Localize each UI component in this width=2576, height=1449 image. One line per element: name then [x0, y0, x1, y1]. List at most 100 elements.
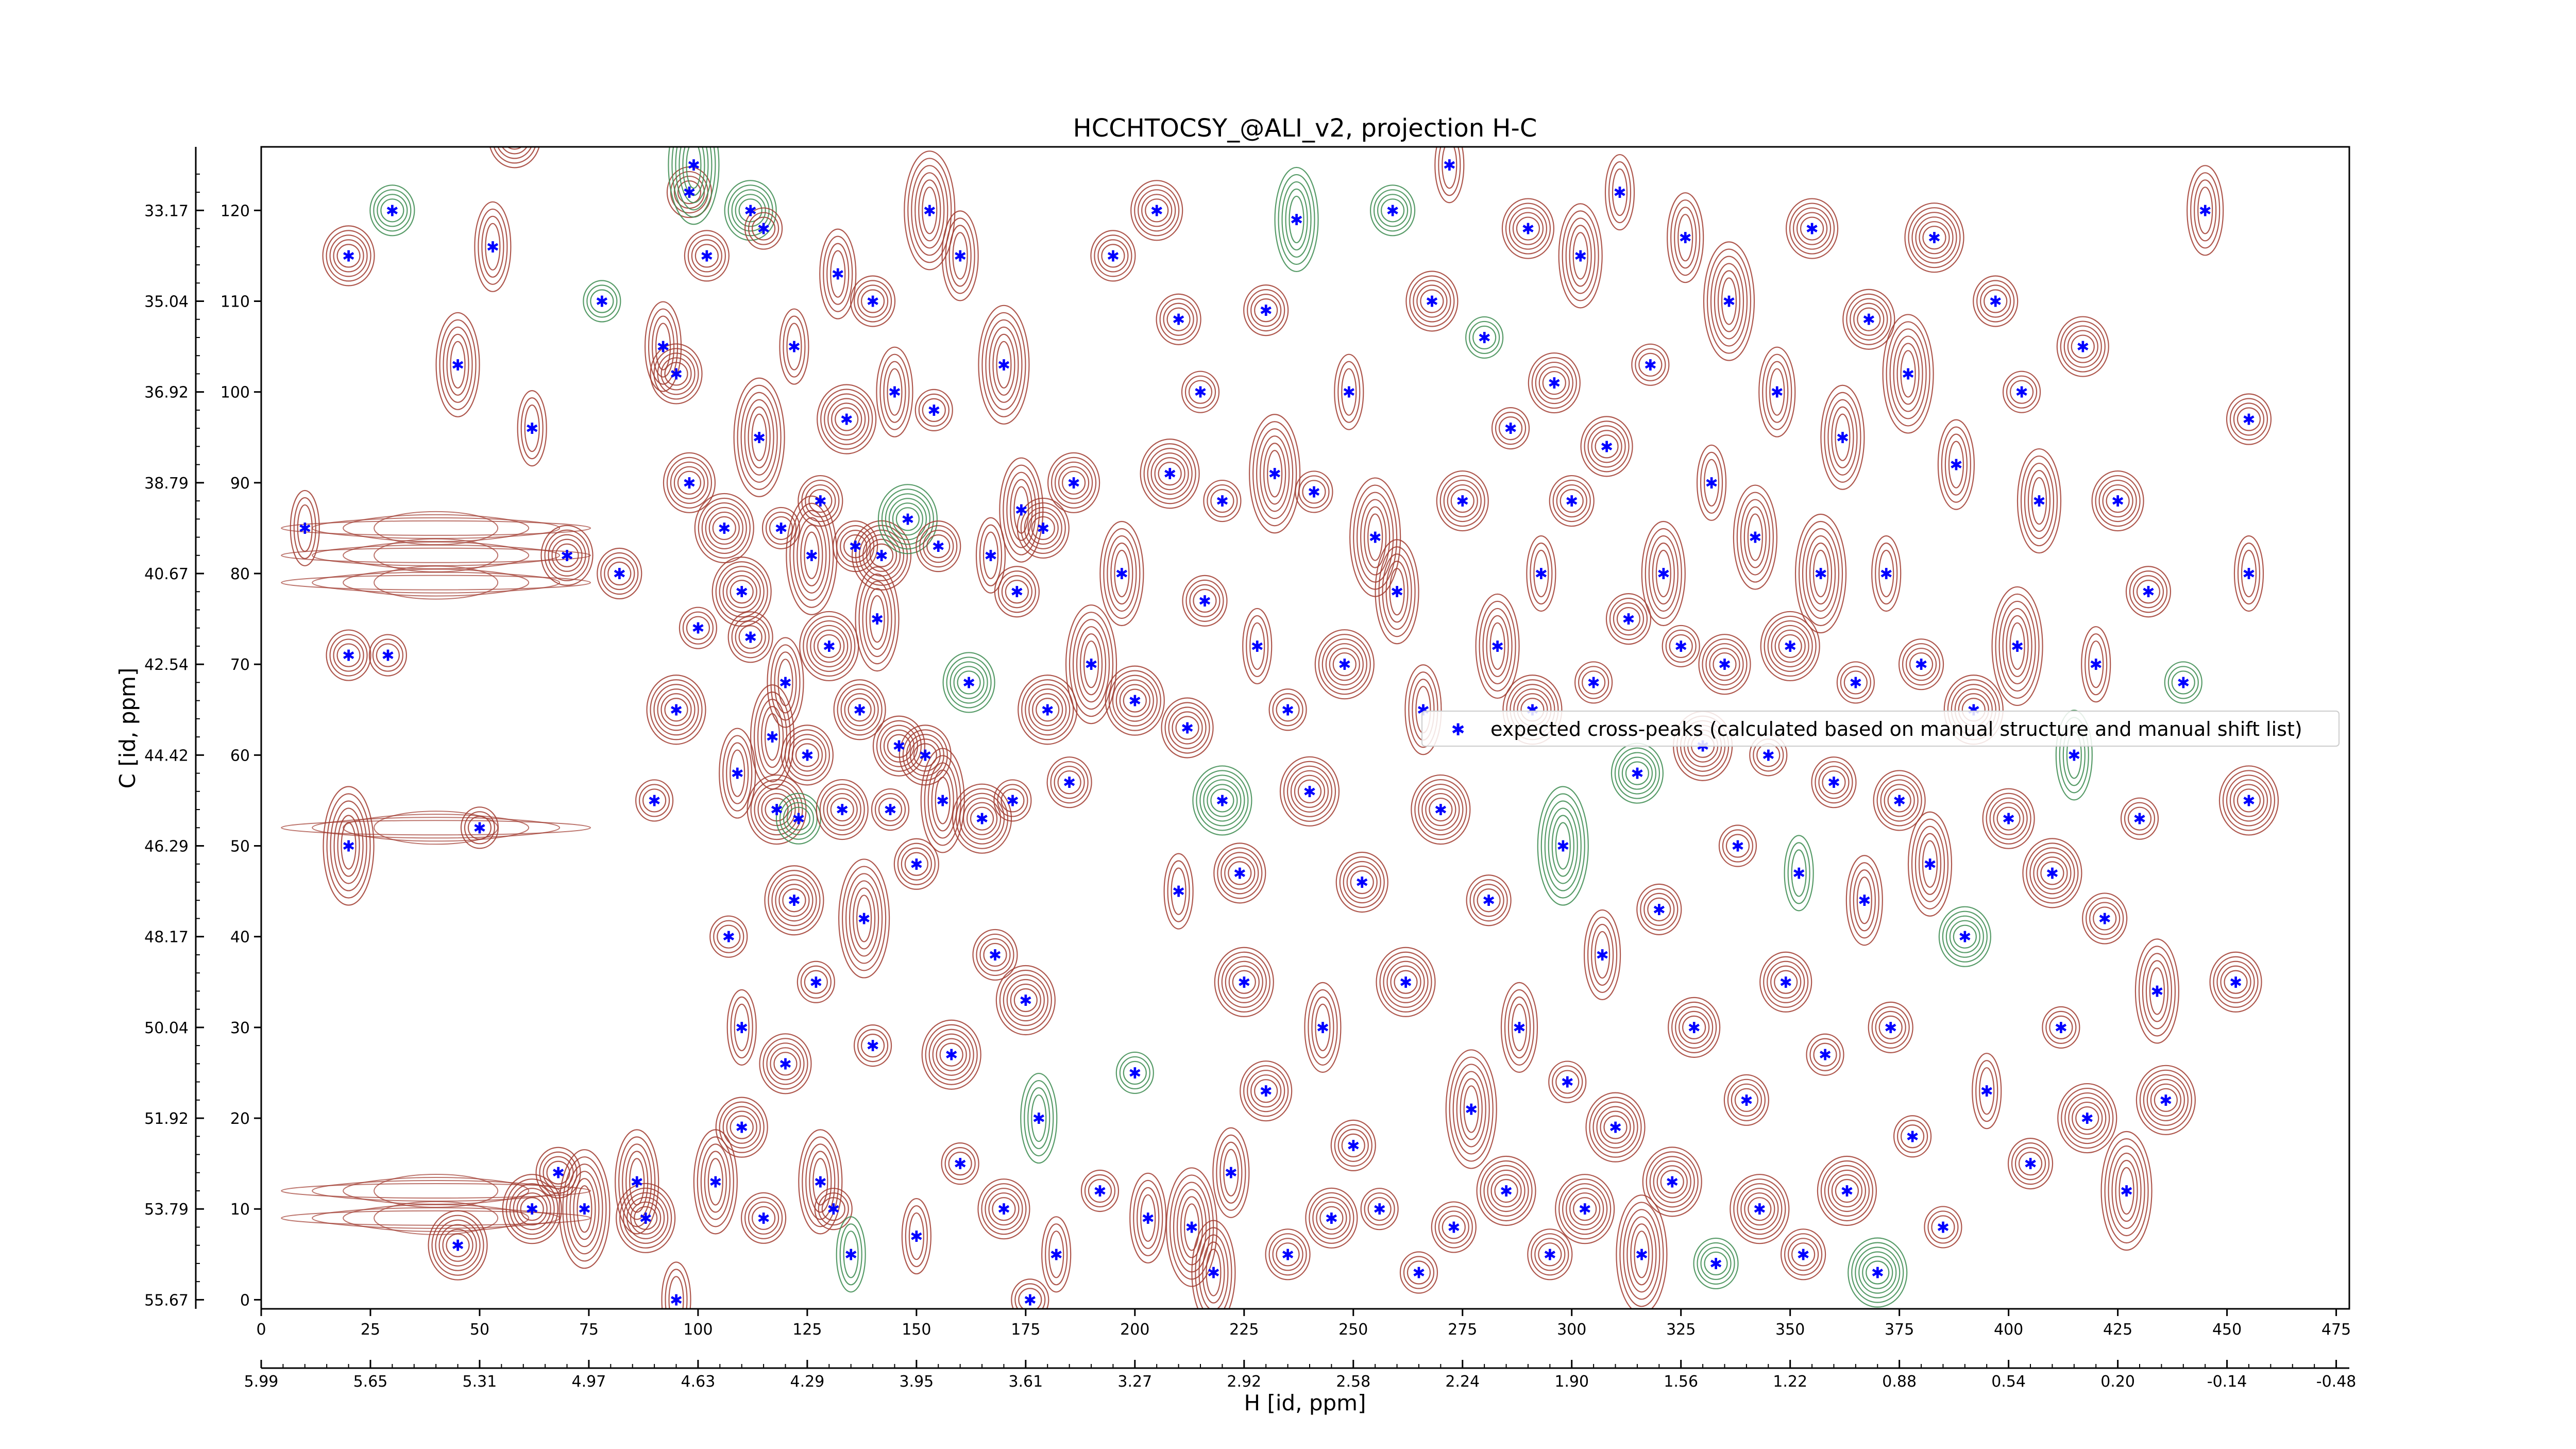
contour-line	[1377, 194, 1409, 227]
contour-line	[626, 1197, 665, 1239]
legend-box	[1421, 711, 2340, 747]
contour-line	[312, 817, 561, 839]
contour-line	[730, 1115, 754, 1139]
contour-line	[1501, 198, 1555, 259]
contour-line	[726, 989, 757, 1066]
contour-line	[1482, 608, 1513, 685]
contour-line	[333, 239, 364, 273]
contour-line	[1242, 608, 1273, 685]
contour-line	[1569, 225, 1592, 287]
contour-line	[2197, 187, 2213, 234]
cross-peak-marker: ✱	[735, 1119, 748, 1137]
contour-line	[1212, 1127, 1250, 1218]
contour-line	[727, 611, 773, 663]
cross-peak-marker: ✱	[1923, 856, 1936, 874]
y-tick-label: 90	[230, 475, 250, 493]
y-tick-label: 60	[230, 747, 250, 765]
contour-line	[1670, 199, 1701, 276]
contour-line	[1147, 448, 1193, 500]
contour-line	[1850, 298, 1888, 341]
contour-line	[1675, 1006, 1714, 1049]
contour-line	[2120, 797, 2159, 840]
contour-line	[1143, 443, 1196, 504]
contour-line	[1851, 1242, 1904, 1303]
contour-line	[924, 755, 961, 846]
cross-peak-marker: ✱	[1500, 1183, 1513, 1201]
contour-line	[1674, 207, 1697, 269]
contour-line	[1944, 433, 1968, 496]
contour-line	[1717, 270, 1741, 332]
cross-peak-marker: ✱	[1216, 792, 1229, 810]
contour-line	[1843, 670, 1868, 695]
contour-line	[1188, 380, 1213, 404]
contour-line	[1922, 226, 1946, 250]
contour-line	[281, 575, 591, 591]
contour-line	[1283, 761, 1336, 822]
x-tick-label: 75	[579, 1321, 599, 1339]
contour-line	[2136, 580, 2161, 604]
contour-line	[615, 1129, 659, 1235]
contour-line	[872, 715, 926, 777]
contour-line	[918, 179, 941, 242]
contour-line	[860, 1034, 885, 1058]
contour-line	[1986, 793, 2031, 845]
contour-line	[713, 920, 744, 953]
contour-line	[2124, 802, 2156, 835]
contour-line	[2072, 1101, 2103, 1135]
contour-line	[1500, 982, 1538, 1073]
contour-line	[750, 779, 803, 840]
contour-line	[2190, 172, 2221, 249]
contour-line	[2060, 321, 2106, 373]
cross-peak-marker: ✱	[997, 357, 1010, 375]
cross-peak-marker: ✱	[792, 811, 805, 829]
contour-line	[2055, 710, 2093, 801]
contour-line	[1530, 542, 1553, 605]
contour-line	[326, 629, 371, 681]
contour-line	[694, 244, 719, 268]
contour-line	[914, 172, 945, 249]
contour-line	[1884, 784, 1915, 817]
contour-line	[1573, 1197, 1597, 1221]
contour-line	[1315, 1003, 1331, 1051]
contour-line	[1243, 284, 1289, 336]
contour-line	[939, 1042, 963, 1067]
contour-line	[1766, 361, 1789, 423]
contour-line	[1700, 451, 1723, 514]
contour-line	[1140, 439, 1200, 509]
contour-line	[1480, 1160, 1533, 1222]
contour-line	[2146, 1079, 2185, 1121]
contour-line	[1360, 499, 1391, 576]
contour-line	[1429, 797, 1453, 822]
contour-line	[920, 748, 965, 853]
contour-line	[773, 1052, 798, 1076]
contour-line	[1533, 549, 1549, 598]
contour-line	[1582, 670, 1606, 695]
contour-line	[1221, 956, 1267, 1008]
peak-layer: ✱ ✱ ✱ ✱ ✱ ✱ ✱ ✱ ✱ ✱ ✱ ✱ ✱ ✱ ✱ ✱ ✱ ✱ ✱ ✱ ✱ ✱ ✱ ✱ ✱ ✱ ✱ ✱ ✱ ✱ ✱ ✱ ✱ ✱ ✱ ✱ ✱ ✱ ✱ ✱…	[298, 147, 2255, 1309]
cross-peak-marker: ✱	[1858, 892, 1871, 910]
contour-line	[634, 1206, 658, 1230]
contour-line	[1308, 989, 1338, 1066]
contour-line	[1696, 444, 1727, 521]
cross-peak-marker: ✱	[840, 411, 853, 429]
contour-line	[2095, 475, 2141, 527]
contour-line	[1001, 575, 1032, 609]
contour-line	[474, 201, 512, 292]
contour-line	[2226, 774, 2272, 827]
y-tick-label: 110	[221, 293, 250, 311]
contour-line	[817, 634, 841, 659]
contour-line	[687, 234, 726, 277]
contour-line	[1027, 1087, 1050, 1150]
contour-line	[1574, 661, 1613, 704]
contour-line	[1172, 711, 1203, 745]
contour-line	[668, 147, 720, 225]
contour-line	[1636, 883, 1682, 935]
cross-peak-marker: ✱	[1142, 1210, 1155, 1228]
contour-line	[751, 1206, 776, 1230]
contour-line	[374, 811, 499, 845]
contour-line	[1909, 652, 1934, 677]
contour-line	[1608, 161, 1632, 224]
contour-line	[1027, 511, 1059, 545]
cross-peak-marker: ✱	[1535, 565, 1548, 583]
contour-line	[322, 225, 375, 287]
